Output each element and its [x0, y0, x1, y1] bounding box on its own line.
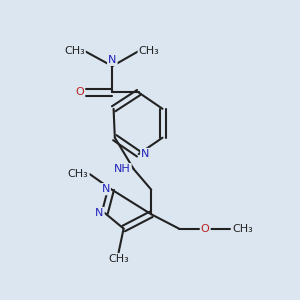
Text: CH₃: CH₃	[232, 224, 253, 234]
Text: N: N	[95, 208, 103, 218]
Text: CH₃: CH₃	[108, 254, 129, 264]
Text: O: O	[201, 224, 210, 234]
Text: CH₃: CH₃	[68, 169, 88, 179]
Text: CH₃: CH₃	[139, 46, 159, 56]
Text: O: O	[75, 88, 84, 98]
Text: CH₃: CH₃	[64, 46, 85, 56]
Text: N: N	[141, 149, 150, 159]
Text: N: N	[101, 184, 110, 194]
Text: N: N	[108, 55, 116, 65]
Text: NH: NH	[114, 164, 130, 174]
